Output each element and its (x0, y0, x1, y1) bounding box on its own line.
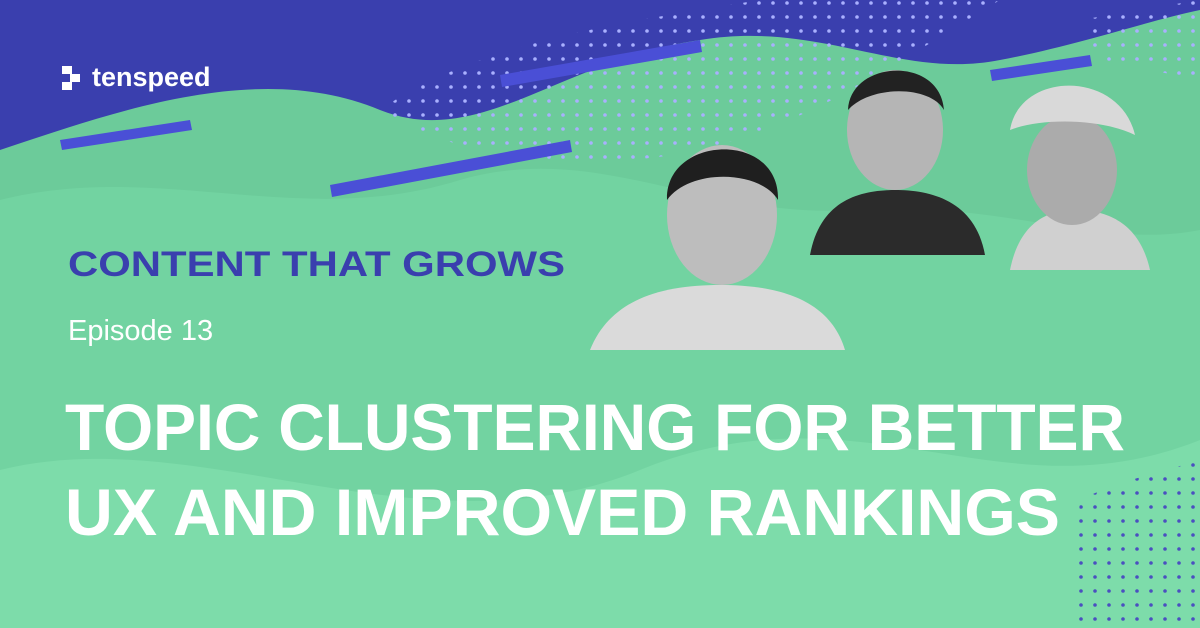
episode-label: Episode 13 (68, 315, 213, 347)
stripe (990, 55, 1092, 81)
dot-pattern (1080, 0, 1200, 80)
stripe (500, 40, 702, 87)
stripe (330, 140, 572, 197)
portrait (1010, 85, 1150, 270)
brand-name: tenspeed (92, 62, 211, 92)
dot-pattern (1070, 460, 1200, 628)
stripe (60, 120, 192, 150)
headline-line: UX AND IMPROVED RANKINGS (65, 475, 1060, 549)
portrait (810, 70, 985, 255)
portrait (590, 145, 845, 350)
logo: tenspeed (62, 62, 211, 92)
dot-pattern (380, 0, 1000, 162)
headline-line: TOPIC CLUSTERING FOR BETTER (65, 390, 1125, 464)
series-title: CONTENT THAT GROWS (68, 245, 565, 284)
green-wave (0, 438, 1200, 628)
